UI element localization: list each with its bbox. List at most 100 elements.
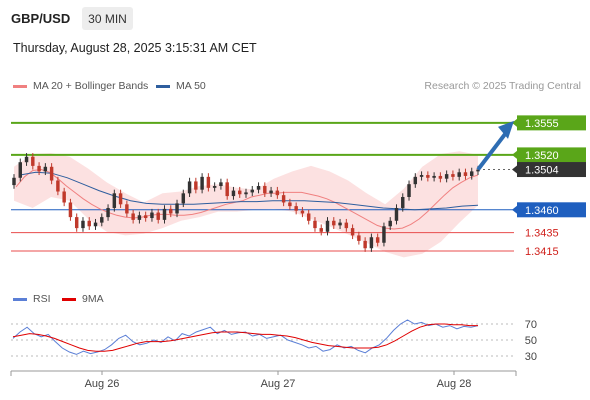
ma50-swatch-icon <box>156 84 170 88</box>
legend-ma50-label: MA 50 <box>176 80 206 92</box>
candle <box>100 217 104 223</box>
x-tick-label: Aug 28 <box>437 378 472 390</box>
candle <box>187 181 192 194</box>
currency-pair-title: GBP/USD <box>11 11 71 26</box>
candle <box>131 213 135 220</box>
candle <box>238 190 242 195</box>
candle <box>263 186 267 194</box>
legend-ma20: MA 20 + Bollinger Bands <box>13 80 148 92</box>
candle <box>137 215 142 220</box>
candle <box>150 212 154 219</box>
level-label-pointer-3 <box>512 205 517 214</box>
candle <box>463 172 468 176</box>
candle <box>338 222 342 226</box>
forecast-arrow-head-icon <box>498 120 514 139</box>
candle <box>438 175 443 179</box>
candle <box>394 207 399 221</box>
legend-rsi-label: RSI <box>33 293 51 305</box>
candle <box>219 182 223 187</box>
legend-9ma-label: 9MA <box>82 293 104 305</box>
candle <box>49 166 54 181</box>
candle <box>388 220 392 227</box>
x-tick-label: Aug 26 <box>85 378 120 390</box>
candle <box>306 213 311 221</box>
level-label-pointer-1 <box>512 150 517 159</box>
candle <box>112 193 117 208</box>
candle <box>444 174 449 179</box>
bollinger-band <box>14 151 478 258</box>
candle <box>457 172 461 177</box>
timeframe-badge[interactable]: 30 MIN <box>82 7 133 30</box>
legend-ma50: MA 50 <box>156 80 206 92</box>
legend-9ma: 9MA <box>62 293 104 305</box>
candle <box>74 217 79 229</box>
candle <box>56 180 60 192</box>
level-label-4: 1.3435 <box>525 228 559 240</box>
level-label-box-2 <box>517 162 586 178</box>
ma50-line <box>19 171 479 211</box>
candle <box>68 202 73 218</box>
candle <box>118 193 123 205</box>
candle <box>106 207 110 218</box>
rsi-ma9-line <box>12 323 478 352</box>
candle <box>313 220 317 229</box>
level-label-box-3 <box>517 202 586 218</box>
legend-rsi: RSI <box>13 293 51 305</box>
candle <box>413 176 418 185</box>
candle <box>344 222 349 229</box>
candle <box>319 228 323 232</box>
candle <box>225 182 229 197</box>
candle <box>62 191 66 203</box>
candle <box>31 156 35 166</box>
level-label-box-1 <box>517 147 586 163</box>
candle <box>325 220 330 232</box>
candle <box>244 192 248 195</box>
rsi-swatch-icon <box>13 297 27 301</box>
level-label-box-0 <box>517 115 586 131</box>
forecast-arrow-shaft <box>476 131 508 171</box>
candle <box>256 186 261 190</box>
candle <box>350 228 355 236</box>
candle <box>432 175 436 178</box>
candle <box>200 176 204 190</box>
level-label-5: 1.3415 <box>525 246 559 258</box>
rsi-tick-1: 50 <box>525 335 537 347</box>
candle <box>382 226 386 243</box>
candle <box>81 220 85 229</box>
candle <box>212 186 217 188</box>
candle <box>407 184 411 197</box>
candle <box>357 235 361 241</box>
level-label-pointer-2 <box>512 165 517 174</box>
candle <box>181 193 186 204</box>
candle <box>476 169 480 172</box>
x-tick-label: Aug 27 <box>261 378 296 390</box>
candle <box>369 237 374 249</box>
candle <box>156 212 160 220</box>
candle <box>162 208 167 220</box>
candle <box>24 156 29 163</box>
rsi-tick-0: 70 <box>525 319 537 331</box>
candle <box>401 196 405 208</box>
candle <box>375 237 380 243</box>
legend-ma20-label: MA 20 + Bollinger Bands <box>33 80 149 92</box>
candle <box>363 240 367 249</box>
candle <box>250 189 254 193</box>
candle <box>18 162 22 178</box>
candle <box>269 190 273 194</box>
copyright-text: Research © 2025 Trading Central <box>424 80 581 92</box>
level-label-3: 1.3460 <box>525 205 559 217</box>
candle <box>143 215 148 219</box>
candle <box>275 190 280 196</box>
candle <box>37 165 41 172</box>
ma20-line <box>15 168 479 230</box>
candle <box>206 176 211 188</box>
ma20-swatch-icon <box>13 84 27 88</box>
candle <box>125 204 129 214</box>
level-label-1: 1.3520 <box>525 150 559 162</box>
level-label-2: 1.3504 <box>525 165 559 177</box>
candle <box>175 203 179 214</box>
candle <box>288 202 292 207</box>
candle <box>87 220 91 227</box>
